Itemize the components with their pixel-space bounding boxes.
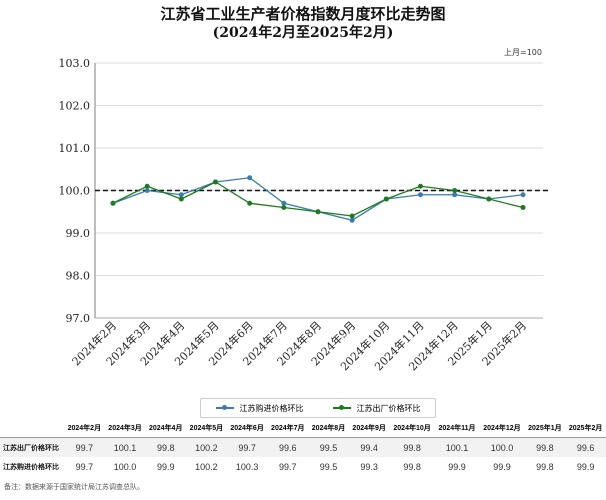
data-point[interactable] bbox=[110, 200, 116, 206]
table-cell: 100.0 bbox=[479, 437, 525, 457]
column-header: 2024年8月 bbox=[308, 419, 349, 438]
data-point[interactable] bbox=[178, 192, 184, 198]
data-point[interactable] bbox=[418, 183, 423, 189]
y-tick-label: 101.0 bbox=[59, 142, 91, 155]
row-label: 江苏购进价格环比 bbox=[3, 463, 59, 471]
y-tick-label: 98.0 bbox=[66, 270, 91, 283]
data-point[interactable] bbox=[383, 196, 389, 202]
y-tick-label: 103.0 bbox=[59, 57, 91, 70]
corner-cell bbox=[0, 419, 64, 438]
table-cell: 99.8 bbox=[145, 437, 187, 457]
table-cell: 100.3 bbox=[235, 461, 259, 472]
data-point[interactable] bbox=[213, 179, 218, 185]
legend-item-purchase[interactable]: 江苏购进价格环比 bbox=[215, 403, 304, 414]
table-cell: 99.3 bbox=[360, 461, 378, 472]
table-cell: 100.1 bbox=[104, 437, 146, 457]
data-point[interactable] bbox=[520, 192, 526, 198]
table-cell: 99.9 bbox=[448, 461, 466, 472]
data-point[interactable] bbox=[281, 205, 287, 210]
chart-title: 江苏省工业生产者价格指数月度环比走势图 bbox=[160, 5, 446, 23]
table-row: 江苏购进价格环比 99.7 100.0 99.9 100.2 100.3 99.7 99.5 9… bbox=[0, 457, 606, 476]
y-tick-label: 100.0 bbox=[59, 185, 91, 198]
data-point[interactable] bbox=[349, 213, 355, 219]
column-header: 2024年5月 bbox=[186, 419, 227, 438]
column-header: 2025年2月 bbox=[565, 419, 606, 438]
table-cell: 100.0 bbox=[113, 461, 137, 472]
data-point[interactable] bbox=[349, 217, 355, 223]
table-cell: 99.8 bbox=[536, 461, 554, 472]
data-point[interactable] bbox=[315, 209, 321, 215]
legend-label: 江苏出厂价格环比 bbox=[356, 403, 421, 413]
column-header: 2024年11月 bbox=[434, 419, 480, 438]
table-cell: 99.4 bbox=[348, 437, 390, 457]
table-cell: 100.2 bbox=[186, 437, 227, 457]
table-cell: 99.6 bbox=[565, 437, 606, 457]
column-header: 2024年3月 bbox=[104, 419, 146, 438]
table-cell: 99.5 bbox=[308, 437, 349, 457]
data-point[interactable] bbox=[452, 192, 458, 198]
table-cell: 99.6 bbox=[267, 437, 309, 457]
line-chart: 97.098.099.0100.0101.0102.0103.02024年2月2… bbox=[59, 57, 548, 373]
data-point[interactable] bbox=[144, 188, 150, 193]
table-cell: 100.1 bbox=[434, 437, 480, 457]
table-cell: 99.9 bbox=[493, 461, 511, 472]
table-cell: 99.7 bbox=[64, 437, 105, 457]
table-cell: 99.8 bbox=[524, 437, 566, 457]
table-cell: 99.7 bbox=[75, 461, 94, 472]
y-tick-label: 97.0 bbox=[66, 312, 91, 325]
data-point[interactable] bbox=[486, 196, 492, 202]
y-tick-label: 99.0 bbox=[66, 227, 91, 240]
data-table: 2024年2月 2024年3月 2024年4月 2024年5月 2024年6月 2024年… bbox=[0, 419, 606, 476]
legend-item-output[interactable]: 江苏出厂价格环比 bbox=[332, 403, 421, 414]
chart-subtitle: (2024年2月至2025年2月) bbox=[212, 25, 394, 41]
column-header: 2024年7月 bbox=[267, 419, 309, 438]
data-point[interactable] bbox=[178, 196, 184, 202]
table-cell: 100.2 bbox=[195, 461, 218, 472]
table-cell: 99.8 bbox=[389, 437, 435, 457]
row-label: 江苏出厂价格环比 bbox=[0, 437, 64, 457]
column-header: 2024年12月 bbox=[479, 419, 525, 438]
y-tick-label: 102.0 bbox=[59, 100, 91, 113]
legend: 江苏购进价格环比 江苏出厂价格环比 bbox=[200, 398, 436, 418]
column-header: 2024年10月 bbox=[389, 419, 435, 438]
column-header: 2024年6月 bbox=[226, 419, 268, 438]
table-cell: 99.7 bbox=[279, 461, 297, 472]
table-cell: 99.8 bbox=[403, 461, 421, 472]
column-header: 2025年1月 bbox=[524, 419, 566, 438]
data-point[interactable] bbox=[247, 200, 253, 206]
data-point[interactable] bbox=[520, 205, 526, 210]
column-header: 2024年9月 bbox=[348, 419, 390, 438]
table-row: 江苏出厂价格环比 99.7 100.1 99.8 100.2 99.7 99.6 99.5 99… bbox=[0, 437, 606, 457]
data-point[interactable] bbox=[418, 192, 423, 198]
data-point[interactable] bbox=[452, 188, 458, 193]
data-point[interactable] bbox=[247, 175, 253, 181]
column-header: 2024年4月 bbox=[145, 419, 187, 438]
data-point[interactable] bbox=[144, 183, 150, 189]
source-note: 备注：数据来源于国家统计局江苏调查总队。 bbox=[4, 483, 144, 491]
column-header: 2024年2月 bbox=[64, 419, 105, 438]
legend-label: 江苏购进价格环比 bbox=[239, 403, 304, 413]
unit-note: 上月=100 bbox=[504, 48, 542, 57]
table-cell: 99.5 bbox=[319, 461, 338, 472]
table-cell: 99.9 bbox=[576, 461, 595, 472]
table-cell: 99.7 bbox=[226, 437, 268, 457]
table-cell: 99.9 bbox=[156, 461, 175, 472]
data-point[interactable] bbox=[281, 200, 287, 206]
